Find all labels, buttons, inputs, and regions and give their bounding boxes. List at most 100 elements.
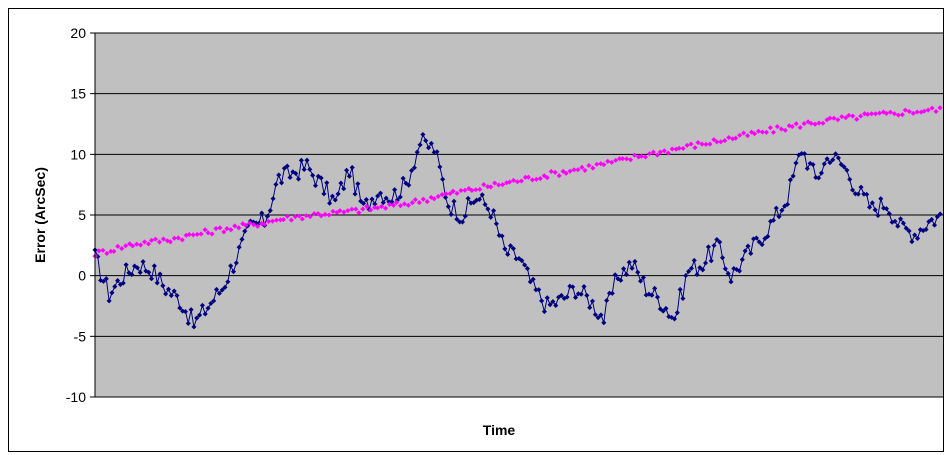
data-point (717, 239, 723, 245)
data-point (304, 157, 310, 163)
data-point (157, 271, 163, 277)
y-axis-title: Error (ArcSec) (32, 167, 48, 263)
data-point (539, 298, 545, 304)
data-point (307, 214, 313, 220)
data-point (140, 259, 146, 265)
data-point (255, 223, 261, 229)
data-point (505, 251, 511, 257)
data-point (202, 227, 208, 233)
data-point (527, 279, 533, 285)
y-tick-label: -10 (66, 389, 86, 405)
data-point (665, 150, 671, 156)
data-point (171, 288, 177, 294)
data-point (465, 195, 471, 201)
data-point (931, 222, 938, 228)
y-tick-label: 10 (70, 146, 86, 162)
data-point (329, 193, 335, 199)
data-point (190, 232, 196, 238)
data-point (364, 204, 370, 210)
data-point (612, 272, 618, 278)
data-point (194, 315, 200, 321)
data-point (311, 211, 317, 217)
data-point (175, 235, 181, 241)
data-point (307, 166, 313, 172)
data-point (262, 221, 268, 227)
data-point (221, 229, 227, 235)
data-point (773, 205, 779, 211)
data-point (259, 210, 265, 216)
data-point (270, 196, 276, 202)
data-point (112, 284, 118, 290)
data-point (318, 175, 324, 181)
data-point (604, 297, 610, 304)
data-point (341, 186, 347, 192)
data-point (355, 181, 361, 187)
y-tick-label: -5 (74, 328, 87, 344)
data-point (154, 280, 160, 286)
data-point (160, 236, 166, 242)
data-point (439, 192, 445, 198)
data-point (841, 164, 847, 170)
data-point (629, 265, 635, 271)
data-point (770, 129, 776, 135)
data-point (493, 221, 499, 227)
data-point (185, 320, 191, 326)
data-point (217, 225, 223, 231)
data-point (431, 196, 437, 202)
data-point (358, 198, 364, 204)
data-point (332, 197, 338, 203)
data-point (618, 277, 624, 283)
data-point (671, 316, 678, 322)
data-point (284, 163, 290, 169)
data-point (458, 187, 464, 194)
data-point (454, 190, 460, 196)
data-point (293, 170, 299, 176)
data-point (502, 246, 508, 252)
data-point (228, 263, 234, 269)
data-point (194, 231, 200, 237)
data-point (552, 169, 558, 175)
data-point (567, 168, 573, 174)
series-layer (92, 105, 943, 330)
data-point (390, 202, 397, 208)
data-point (850, 187, 856, 193)
data-point (222, 284, 228, 290)
data-point (191, 324, 197, 330)
data-point (564, 294, 570, 300)
data-point (324, 180, 330, 186)
data-point (225, 279, 231, 285)
data-point (171, 235, 177, 241)
data-point (228, 227, 234, 233)
data-point (524, 266, 531, 272)
data-point (852, 191, 858, 197)
data-point (514, 179, 521, 185)
data-point (111, 248, 117, 254)
data-point (448, 211, 454, 218)
data-point (174, 292, 180, 299)
data-point (420, 131, 426, 138)
data-point (137, 269, 143, 275)
data-point (462, 213, 468, 219)
data-point (134, 265, 140, 271)
data-point (230, 269, 237, 275)
data-point (435, 193, 441, 199)
data-point (680, 295, 686, 302)
data-point (462, 187, 468, 193)
data-point (335, 191, 341, 197)
data-point (211, 298, 217, 304)
data-point (892, 218, 898, 224)
data-point (784, 201, 791, 207)
data-point (104, 250, 110, 256)
data-point (683, 273, 689, 279)
data-point (677, 286, 683, 292)
data-point (277, 217, 283, 223)
data-point (372, 204, 378, 211)
data-point (476, 196, 482, 202)
data-point (177, 305, 183, 311)
y-tick-label: 15 (70, 86, 86, 102)
data-point (109, 290, 115, 296)
data-point (232, 223, 238, 229)
data-point (739, 257, 745, 263)
data-point (138, 242, 144, 248)
data-point (821, 161, 827, 167)
